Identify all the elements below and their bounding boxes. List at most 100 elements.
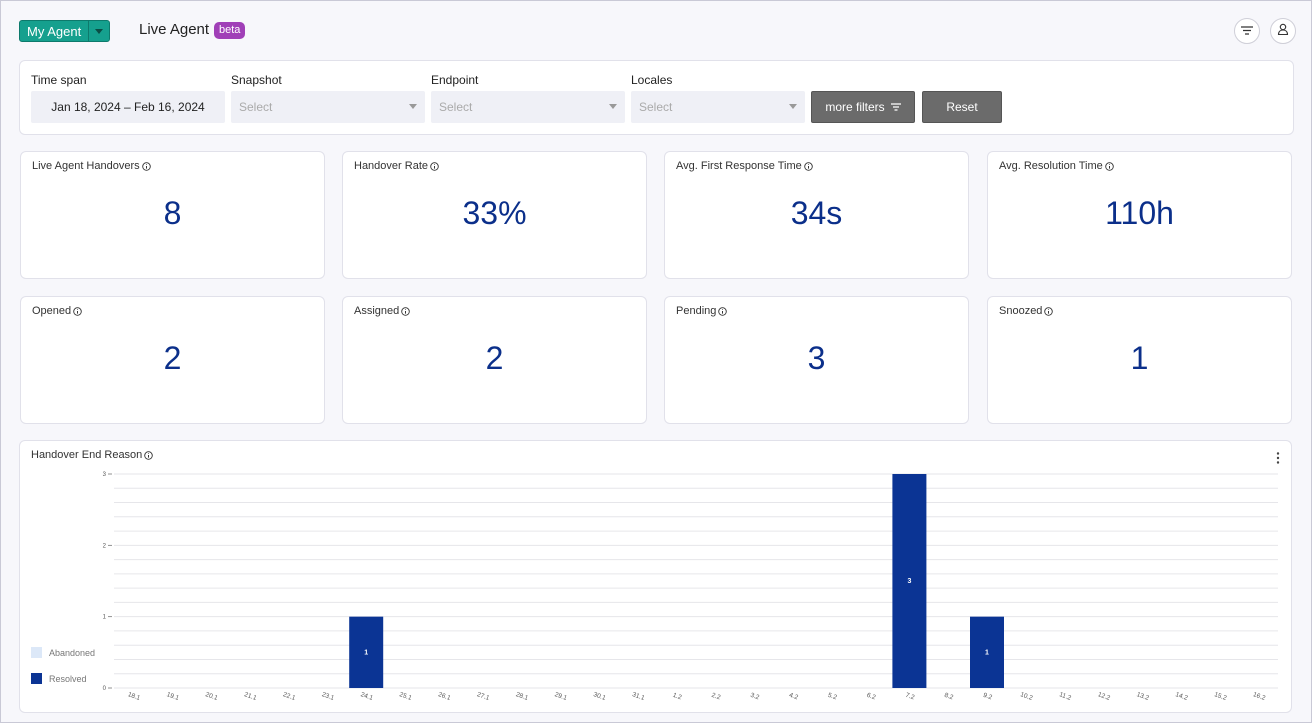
metric-value: 2 [485,340,504,376]
bar-chart: 0 1 2 3 18.1 19.1 20.1 21.1 22.1 23.1 1 24.1 25.1 26.… [31,472,1278,702]
metric-title: Opened [32,305,82,317]
x-tick-label: 21.1 [243,691,258,702]
info-icon[interactable] [430,161,439,171]
info-icon[interactable] [1105,161,1114,171]
snapshot-select[interactable]: Select [231,91,425,123]
agent-selector[interactable]: My Agent [19,20,110,42]
metric-card: Avg. First Response Time 34s [664,151,969,279]
handover-end-reason-chart: Handover End Reason 0 1 2 3 18.1 19.1 20.1 21.1… [19,440,1292,713]
endpoint-placeholder: Select [439,100,473,114]
agent-selector-label: My Agent [27,23,82,39]
bar-resolved [970,616,1004,688]
metric-title: Pending [676,305,728,317]
metric-card: Avg. Resolution Time 110h [987,151,1292,279]
dropdown-arrow-icon [789,104,797,109]
metric-title-text: Avg. First Response Time [676,160,802,172]
x-tick-label: 6.2 [866,692,877,702]
metric-card: Handover Rate 33% [342,151,647,279]
x-tick-label: 31.1 [631,691,646,702]
locales-select[interactable]: Select [631,91,805,123]
metric-value: 1 [1130,340,1149,376]
metric-value: 110h [1105,195,1174,231]
info-icon[interactable] [1044,306,1054,316]
legend-swatch [31,647,42,658]
snapshot-label: Snapshot [231,73,282,87]
x-tick-label: 16.2 [1252,691,1267,702]
info-icon[interactable] [803,161,813,171]
x-tick-label: 12.2 [1097,691,1112,702]
x-tick-label: 1.2 [672,692,683,702]
metric-value: 33% [462,195,527,231]
metric-title-text: Assigned [354,305,400,317]
x-tick-label: 25.1 [398,691,413,702]
x-tick-label: 13.2 [1136,691,1151,702]
x-tick-label: 20.1 [204,691,219,702]
metric-title-text: Avg. Resolution Time [999,160,1103,172]
kebab-menu-icon[interactable] [1275,451,1281,465]
metric-title-text: Opened [32,305,72,317]
x-tick-label: 8.2 [943,692,954,702]
legend-label: Abandoned [49,648,95,658]
info-icon[interactable] [141,161,151,171]
metric-value: 8 [163,195,182,231]
chart-title-text: Handover End Reason [31,449,143,461]
locales-label: Locales [631,73,673,87]
dropdown-arrow-icon [409,104,417,109]
metric-title-text: Live Agent Handovers [32,160,140,172]
metric-title: Snoozed [999,305,1054,317]
x-tick-label: 29.1 [554,691,569,702]
x-tick-label: 30.1 [592,691,607,702]
filter-button[interactable] [1234,18,1260,44]
metric-title: Assigned [354,305,411,317]
date-range-value: Jan 18, 2024 – Feb 16, 2024 [51,100,205,114]
metric-card: Pending 3 [664,296,969,424]
user-button[interactable] [1270,18,1296,44]
snapshot-placeholder: Select [239,100,273,114]
bar-resolved [892,474,927,688]
legend-label: Resolved [49,674,87,684]
metric-title-text: Pending [676,305,717,317]
user-icon [1277,22,1289,40]
metric-title: Handover Rate [354,160,439,172]
reset-button[interactable]: Reset [922,91,1002,123]
x-tick-label: 5.2 [827,692,838,702]
date-range-picker[interactable]: Jan 18, 2024 – Feb 16, 2024 [31,91,225,123]
x-tick-label: 28.1 [515,691,530,702]
reset-label: Reset [946,100,978,114]
metric-title: Avg. First Response Time [676,160,813,172]
beta-badge: beta [214,22,246,39]
metric-title-text: Snoozed [999,305,1043,317]
metric-card: Assigned 2 [342,296,647,424]
x-tick-label: 11.2 [1058,691,1072,702]
y-tick-label: 2 [103,543,107,549]
x-tick-label: 2.2 [710,692,721,702]
x-tick-label: 24.1 [360,691,375,702]
filter-bar: Time span Jan 18, 2024 – Feb 16, 2024 Sn… [19,60,1294,135]
x-tick-label: 7.2 [904,692,915,702]
y-tick-label: 1 [103,615,107,621]
bar-data-label: 1 [985,649,989,656]
metric-value: 34s [790,195,843,231]
endpoint-select[interactable]: Select [431,91,625,123]
y-tick-label: 3 [103,472,107,478]
more-filters-button[interactable]: more filters [811,91,915,123]
bar-data-label: 3 [907,578,911,585]
endpoint-label: Endpoint [431,73,479,87]
chevron-down-icon[interactable] [89,28,109,34]
info-icon[interactable] [144,450,154,460]
metric-title-text: Handover Rate [354,160,428,172]
info-icon[interactable] [718,306,728,316]
info-icon[interactable] [401,306,411,316]
metric-value: 3 [807,340,826,376]
dropdown-arrow-icon [609,104,617,109]
more-filters-label: more filters [825,100,885,114]
x-tick-label: 9.2 [982,692,993,702]
metric-title: Live Agent Handovers [32,160,151,172]
y-tick-label: 0 [103,686,107,692]
info-icon[interactable] [73,306,82,316]
time-span-label: Time span [31,73,87,87]
page-title: Live Agent [139,21,210,38]
x-tick-label: 27.1 [476,691,491,702]
x-tick-label: 15.2 [1213,691,1228,702]
x-tick-label: 3.2 [749,692,760,702]
